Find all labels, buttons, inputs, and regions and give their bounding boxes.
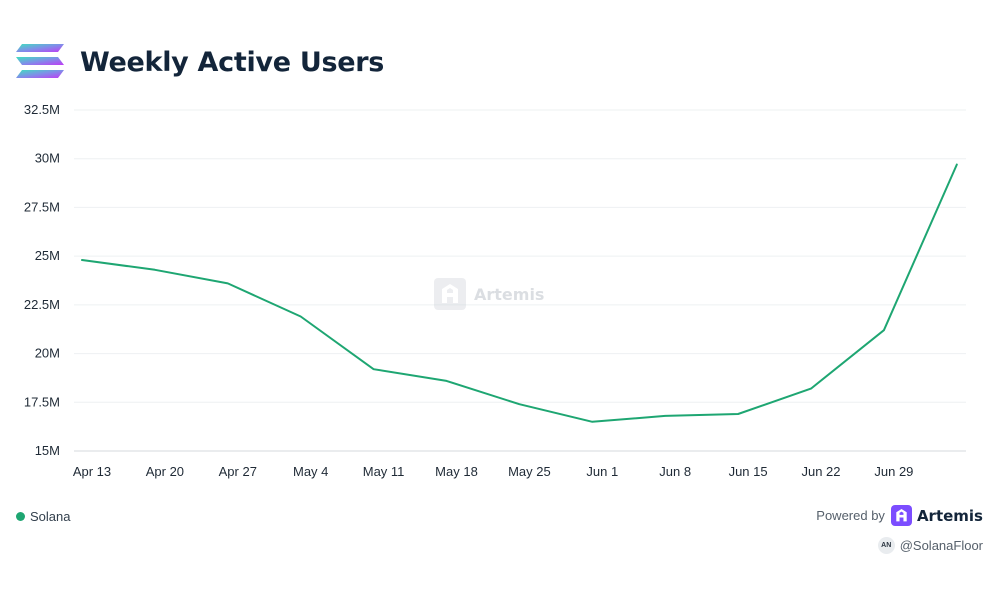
y-tick-label: 15M bbox=[35, 443, 60, 458]
legend[interactable]: Solana bbox=[16, 509, 70, 524]
x-tick-label: Jun 1 bbox=[586, 464, 618, 479]
x-tick-label: May 11 bbox=[363, 464, 405, 479]
chart-header: Weekly Active Users bbox=[16, 40, 384, 84]
x-tick-label: May 18 bbox=[435, 464, 478, 479]
watermark: Artemis bbox=[434, 278, 544, 310]
y-tick-label: 22.5M bbox=[24, 297, 60, 312]
powered-by: Powered by Artemis bbox=[816, 505, 983, 526]
x-tick-label: May 4 bbox=[293, 464, 328, 479]
y-tick-label: 30M bbox=[35, 151, 60, 166]
x-tick-label: Jun 29 bbox=[874, 464, 913, 479]
x-tick-label: Jun 8 bbox=[659, 464, 691, 479]
x-tick-label: May 25 bbox=[508, 464, 551, 479]
chart-title: Weekly Active Users bbox=[80, 46, 385, 78]
y-tick-label: 17.5M bbox=[24, 394, 60, 409]
legend-marker bbox=[16, 512, 25, 521]
x-tick-label: Apr 13 bbox=[73, 464, 111, 479]
artemis-logo-icon bbox=[434, 278, 466, 310]
y-tick-label: 27.5M bbox=[24, 199, 60, 214]
an-badge: AN bbox=[877, 537, 895, 554]
x-tick-label: Apr 27 bbox=[219, 464, 257, 479]
powered-by-text: Powered by bbox=[816, 508, 885, 523]
artemis-brand: Artemis bbox=[916, 506, 983, 525]
legend-label: Solana bbox=[30, 509, 71, 524]
solana-logo-icon bbox=[16, 44, 64, 78]
y-tick-label: 20M bbox=[35, 346, 60, 361]
credit-handle: @SolanaFloor bbox=[899, 538, 983, 553]
y-tick-label: 25M bbox=[35, 248, 60, 263]
y-tick-label: 32.5M bbox=[24, 102, 60, 117]
x-tick-label: Apr 20 bbox=[146, 464, 184, 479]
x-tick-label: Jun 15 bbox=[729, 464, 768, 479]
artemis-logo-icon bbox=[890, 505, 912, 526]
watermark-text: Artemis bbox=[474, 284, 545, 304]
x-tick-label: Jun 22 bbox=[801, 464, 840, 479]
credit: AN @SolanaFloor bbox=[877, 537, 983, 554]
series-line-solana bbox=[81, 163, 958, 423]
